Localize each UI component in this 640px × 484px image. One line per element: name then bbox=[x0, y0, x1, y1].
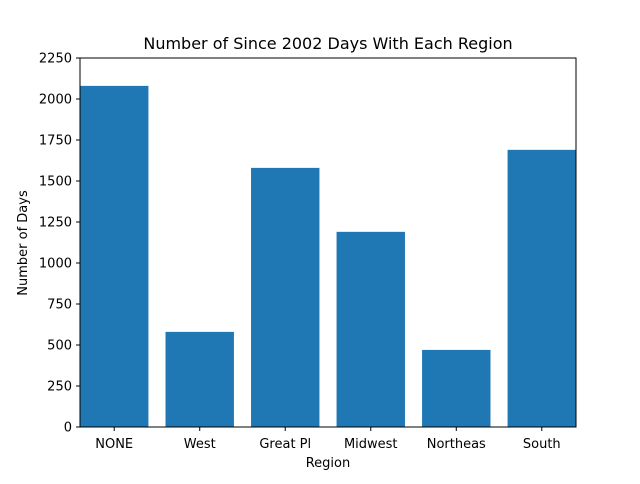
x-axis-label: Region bbox=[306, 456, 351, 471]
bar-midwest bbox=[336, 231, 405, 427]
y-axis-ticks: 0 250 500 750 1000 1250 1500 1750 2000 2250 bbox=[39, 52, 80, 436]
bars-group bbox=[80, 85, 576, 427]
y-axis-label: Number of Days bbox=[16, 190, 31, 296]
y-tick-label: 1250 bbox=[39, 216, 72, 231]
y-tick-label: 2250 bbox=[39, 52, 72, 67]
chart-title: Number of Since 2002 Days With Each Regi… bbox=[143, 34, 512, 53]
y-tick-label: 0 bbox=[64, 421, 72, 436]
plot-area-frame bbox=[79, 57, 577, 428]
x-tick-label: South bbox=[523, 437, 561, 452]
x-tick-label: Great Pl bbox=[259, 437, 311, 452]
bar-west bbox=[165, 331, 234, 427]
bar-none bbox=[80, 85, 149, 427]
y-tick-label: 1750 bbox=[39, 134, 72, 149]
x-axis-ticks: NONE West Great Pl Midwest Northeas South bbox=[95, 427, 561, 452]
y-tick-label: 750 bbox=[47, 298, 72, 313]
y-tick-label: 2000 bbox=[39, 93, 72, 108]
y-tick-label: 1500 bbox=[39, 175, 72, 190]
bar-great-pl bbox=[251, 167, 320, 427]
x-tick-label: Northeas bbox=[427, 437, 486, 452]
x-tick-label: Midwest bbox=[344, 437, 398, 452]
y-tick-label: 500 bbox=[47, 339, 72, 354]
bar-south bbox=[507, 149, 576, 427]
x-tick-label: West bbox=[184, 437, 216, 452]
bar-northeas bbox=[422, 349, 491, 427]
y-tick-label: 250 bbox=[47, 380, 72, 395]
x-tick-label: NONE bbox=[95, 437, 133, 452]
y-tick-label: 1000 bbox=[39, 257, 72, 272]
